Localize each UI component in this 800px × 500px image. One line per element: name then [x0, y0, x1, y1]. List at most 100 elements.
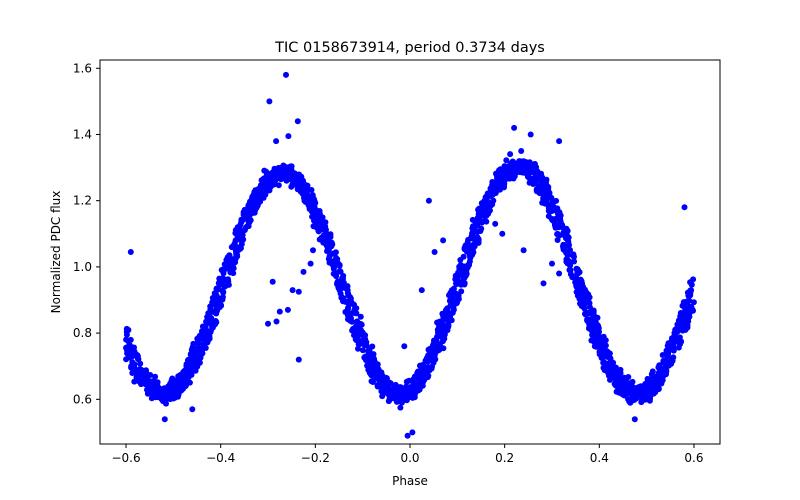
data-point [182, 383, 188, 390]
data-point [316, 212, 323, 218]
data-point [533, 186, 540, 193]
data-point [618, 383, 625, 390]
data-point [556, 216, 563, 223]
data-point [152, 373, 159, 380]
data-point [625, 396, 632, 403]
data-point [595, 330, 602, 337]
data-point [125, 327, 132, 333]
data-point [134, 353, 141, 360]
data-point [597, 345, 604, 352]
outlier-point [520, 247, 527, 254]
data-point [471, 241, 478, 248]
data-point [229, 256, 236, 263]
data-point [234, 229, 240, 236]
data-point [245, 223, 252, 230]
data-point [158, 391, 165, 398]
data-point [417, 367, 424, 374]
data-point [237, 236, 244, 243]
data-point [642, 394, 649, 401]
data-point [670, 347, 677, 354]
data-point [304, 194, 311, 201]
data-point [185, 356, 192, 363]
data-point [275, 182, 282, 189]
data-point [210, 322, 217, 329]
y-tick-label: 0.8 [73, 326, 92, 340]
data-point [205, 313, 212, 320]
data-point [507, 151, 514, 158]
outlier-point [295, 288, 302, 295]
outlier-point [300, 268, 307, 275]
data-point [447, 313, 453, 320]
data-point [590, 309, 597, 315]
data-point [322, 228, 329, 235]
data-point [291, 170, 298, 177]
data-point [501, 180, 508, 187]
data-point [198, 352, 204, 358]
data-point [344, 283, 351, 290]
data-point [537, 176, 543, 183]
data-point [334, 256, 341, 263]
data-point [499, 167, 506, 174]
data-point [345, 292, 352, 299]
data-point [656, 362, 663, 369]
outlier-point [273, 138, 280, 145]
data-point [323, 234, 330, 241]
data-point [397, 404, 404, 411]
data-point [183, 363, 190, 370]
data-point [422, 357, 429, 364]
data-point [513, 163, 520, 170]
outlier-point [556, 224, 563, 231]
data-point [607, 371, 614, 378]
data-point [191, 354, 198, 361]
data-point [463, 270, 470, 277]
data-point [658, 377, 665, 383]
data-point [216, 295, 223, 302]
data-point [320, 239, 327, 246]
data-point [206, 335, 213, 342]
outlier-point [266, 98, 273, 105]
data-point [530, 181, 537, 187]
outlier-point [556, 138, 563, 145]
x-tick-label: −0.2 [301, 451, 330, 465]
outlier-point [404, 432, 411, 439]
data-point [663, 369, 670, 376]
data-point [600, 333, 607, 340]
outlier-point [492, 220, 499, 227]
data-point [495, 184, 502, 191]
data-point [374, 363, 380, 370]
data-point [269, 169, 276, 176]
data-point [578, 278, 585, 285]
data-point [620, 378, 627, 385]
data-point [567, 267, 574, 274]
data-point [202, 324, 209, 331]
data-point [460, 280, 466, 287]
data-point [193, 348, 200, 355]
data-points-layer [123, 71, 697, 439]
data-point [266, 187, 273, 194]
data-point [138, 368, 145, 375]
outlier-point [485, 210, 492, 217]
data-point [311, 197, 318, 204]
outlier-point [511, 124, 518, 131]
data-point [655, 371, 662, 378]
data-point [425, 346, 432, 353]
outlier-point [189, 406, 196, 413]
data-point [676, 334, 683, 341]
data-point [309, 213, 316, 220]
data-point [660, 357, 667, 364]
data-point [603, 366, 610, 373]
data-point [180, 369, 187, 376]
data-point [207, 306, 214, 313]
data-point [338, 293, 345, 300]
data-point [357, 313, 364, 320]
data-point [578, 303, 585, 309]
data-point [589, 327, 596, 334]
data-point [136, 378, 143, 385]
data-point [213, 307, 220, 313]
data-point [351, 310, 358, 317]
data-point [220, 289, 227, 296]
data-point [465, 262, 471, 268]
data-point [249, 200, 256, 207]
data-point [367, 356, 374, 362]
data-point [126, 352, 133, 359]
